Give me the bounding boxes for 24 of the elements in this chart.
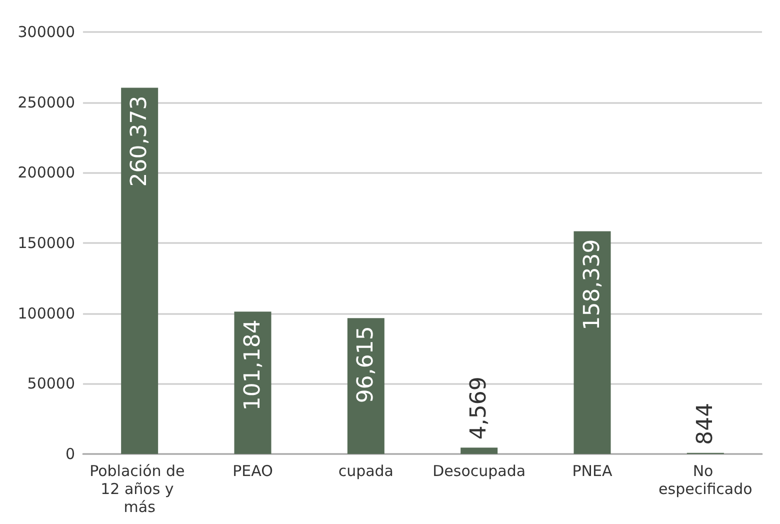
y-tick-label: 150000: [18, 234, 75, 252]
data-label: 101,184: [240, 320, 266, 411]
x-tick-label: PEAO: [232, 462, 273, 480]
bar: [460, 448, 498, 454]
y-tick-label: 0: [65, 445, 75, 463]
bar: [234, 312, 272, 454]
bar: [347, 318, 384, 454]
x-tick-label: Población de 12 años y más: [90, 462, 190, 516]
data-label: 260,373: [127, 96, 152, 187]
y-tick-label: 300000: [18, 23, 75, 41]
data-label: 844: [692, 402, 718, 445]
x-tick-label: cupada: [338, 462, 394, 480]
data-label: 4,569: [466, 376, 492, 440]
x-tick-label: PNEA: [572, 462, 613, 480]
x-tick-label: Desocupada: [432, 462, 526, 480]
data-label: 158,339: [580, 239, 605, 330]
y-tick-label: 50000: [27, 374, 75, 393]
y-tick-label: 100000: [18, 304, 75, 322]
bar: [574, 231, 611, 454]
data-label: 96,615: [353, 326, 378, 404]
y-tick-label: 250000: [18, 93, 75, 112]
y-tick-label: 200000: [18, 164, 75, 182]
x-tick-label: No especificado: [658, 462, 752, 498]
bar: [121, 88, 158, 454]
